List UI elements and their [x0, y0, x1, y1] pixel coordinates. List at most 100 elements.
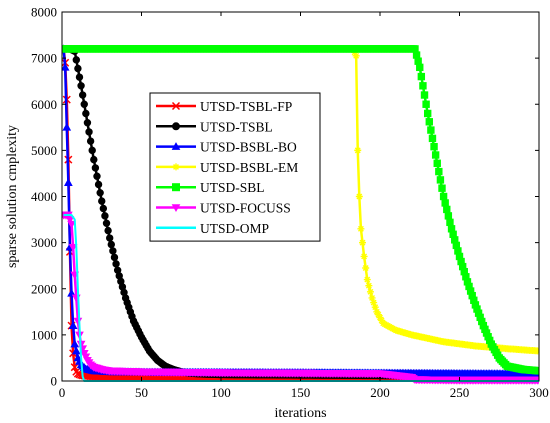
data-point [422, 100, 430, 108]
data-point [90, 155, 98, 164]
x-tick-label: 300 [529, 385, 549, 400]
y-axis-label: sparse solution cmplexity [5, 125, 20, 268]
y-tick-label: 8000 [31, 5, 57, 20]
data-point [378, 316, 386, 324]
x-tick-label: 50 [135, 385, 148, 400]
data-point [99, 204, 108, 213]
data-point [419, 82, 427, 90]
legend-item: UTSD-OMP [156, 221, 269, 236]
legend-label: UTSD-BSBL-BO [200, 140, 297, 155]
data-point [67, 220, 76, 229]
data-point [354, 146, 362, 154]
data-point [67, 288, 76, 297]
data-point [376, 314, 384, 322]
data-point [416, 63, 424, 72]
data-point [72, 56, 81, 64]
data-point [86, 137, 95, 145]
data-point [98, 197, 106, 205]
data-point [80, 100, 88, 108]
data-point [64, 178, 73, 186]
data-point [85, 128, 93, 136]
data-point [365, 282, 373, 290]
data-point [94, 180, 103, 189]
data-point [439, 192, 448, 201]
data-point [172, 163, 180, 171]
data-point [172, 122, 180, 131]
data-point [65, 216, 75, 225]
data-point [446, 218, 454, 227]
data-point [443, 205, 451, 214]
data-point [357, 225, 365, 233]
legend-item: UTSD-FOCUSS [156, 201, 291, 216]
data-point [433, 159, 441, 167]
data-point [438, 184, 446, 192]
data-point [371, 303, 379, 311]
y-tick-label: 6000 [31, 97, 57, 112]
data-point [424, 109, 432, 118]
x-tick-label: 250 [450, 385, 470, 400]
legend-item: UTSD-BSBL-EM [156, 160, 298, 175]
data-point [414, 57, 422, 65]
data-point [110, 253, 119, 262]
y-tick-label: 7000 [31, 51, 57, 66]
data-point [363, 276, 371, 284]
data-point [93, 172, 101, 180]
data-point [366, 288, 374, 296]
data-point [78, 91, 87, 99]
series-line [63, 213, 539, 382]
data-point [106, 234, 114, 242]
data-point [83, 119, 92, 127]
data-point [102, 219, 111, 227]
y-tick-label: 3000 [31, 235, 57, 250]
x-axis-label: iterations [274, 406, 326, 421]
data-point [62, 62, 70, 71]
data-point [71, 346, 81, 355]
series-utsd-omp [63, 213, 539, 382]
legend-label: UTSD-OMP [200, 221, 269, 236]
legend-label: UTSD-TSBL [200, 119, 273, 134]
data-point [368, 294, 376, 302]
data-point [427, 126, 435, 134]
data-point [355, 193, 363, 200]
data-point [75, 73, 84, 81]
data-point [444, 212, 453, 220]
data-point [171, 204, 181, 213]
x-tick-label: 0 [59, 385, 66, 400]
data-point [104, 226, 112, 235]
data-point [420, 91, 429, 99]
data-point [68, 243, 78, 252]
data-point [425, 118, 433, 126]
data-point [435, 167, 443, 176]
y-tick-label: 2000 [31, 281, 57, 296]
data-point [70, 339, 80, 348]
data-point [412, 51, 421, 59]
data-point [431, 151, 440, 159]
data-point [112, 260, 120, 268]
y-tick-label: 0 [51, 374, 58, 389]
series-utsd-sbl [62, 45, 539, 375]
data-point [171, 142, 181, 150]
data-point [171, 101, 181, 111]
y-tick-label: 4000 [31, 189, 57, 204]
data-point [428, 134, 437, 143]
data-point [374, 311, 382, 319]
legend-item: UTSD-TSBL [156, 119, 273, 134]
ticks-layer: 0 50 100 150 200 250 3000100020003000400050006… [31, 5, 549, 401]
data-point [352, 52, 360, 60]
data-point [74, 64, 82, 73]
x-tick-label: 200 [370, 385, 390, 400]
y-tick-label: 1000 [31, 327, 57, 342]
series-layer [62, 44, 539, 385]
legend-item: UTSD-BSBL-BO [156, 140, 297, 155]
data-point [359, 239, 367, 247]
legend-item: UTSD-SBL [156, 180, 265, 195]
data-point [77, 82, 85, 90]
data-point [362, 264, 370, 272]
data-point [82, 109, 90, 118]
data-point [441, 199, 449, 207]
data-point [373, 308, 381, 316]
data-point [88, 146, 96, 155]
data-point [68, 321, 78, 329]
data-point [62, 122, 72, 131]
